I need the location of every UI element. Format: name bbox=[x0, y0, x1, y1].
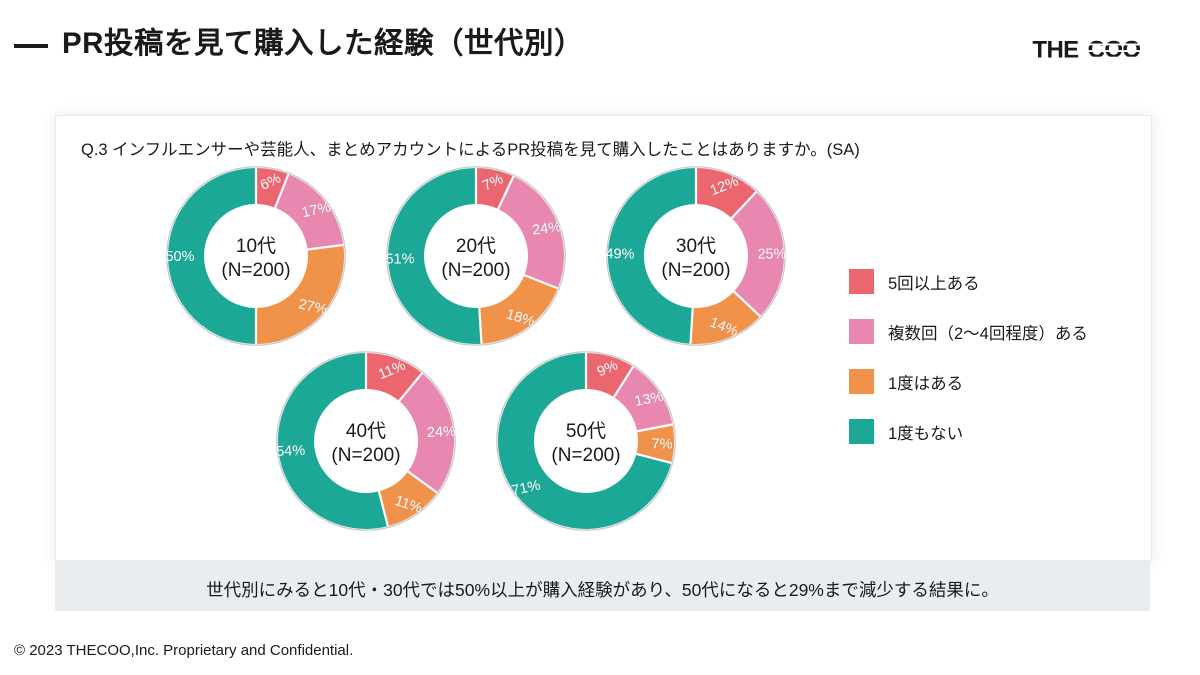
svg-text:(N=200): (N=200) bbox=[441, 260, 510, 281]
svg-text:20代: 20代 bbox=[456, 235, 496, 257]
svg-text:54%: 54% bbox=[276, 443, 306, 460]
svg-text:50代: 50代 bbox=[566, 420, 606, 442]
svg-text:(N=200): (N=200) bbox=[331, 445, 400, 466]
svg-text:49%: 49% bbox=[605, 246, 634, 262]
svg-text:50%: 50% bbox=[165, 249, 194, 265]
svg-text:(N=200): (N=200) bbox=[551, 445, 620, 466]
svg-text:51%: 51% bbox=[385, 251, 414, 267]
svg-text:10代: 10代 bbox=[236, 235, 276, 257]
svg-text:COO: COO bbox=[1088, 36, 1141, 63]
svg-text:24%: 24% bbox=[427, 424, 457, 441]
svg-text:25%: 25% bbox=[757, 246, 786, 262]
svg-text:7%: 7% bbox=[651, 436, 672, 452]
svg-text:(N=200): (N=200) bbox=[661, 260, 730, 281]
svg-text:30代: 30代 bbox=[676, 235, 716, 257]
svg-text:(N=200): (N=200) bbox=[221, 260, 290, 281]
svg-text:40代: 40代 bbox=[346, 420, 386, 442]
svg-text:THE: THE bbox=[1032, 36, 1079, 63]
